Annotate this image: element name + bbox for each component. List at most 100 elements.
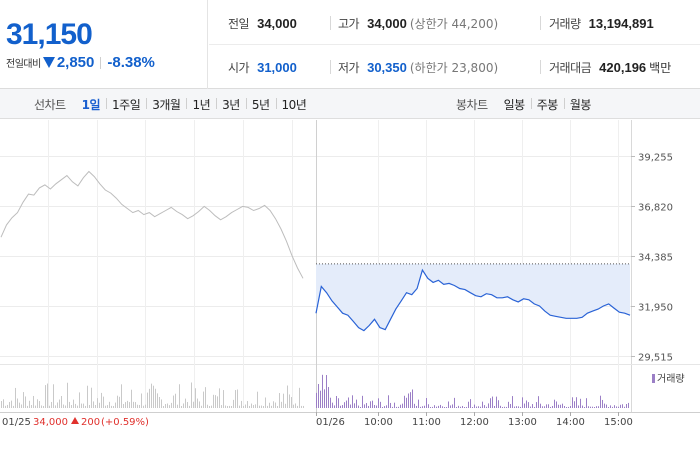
volume-bar: [257, 391, 258, 408]
volume-bar: [406, 397, 407, 408]
volume-bar: [352, 395, 353, 408]
x-tick-label: 10:00: [364, 417, 393, 428]
volume-bar: [510, 403, 511, 408]
candle-weekly[interactable]: 주봉: [530, 96, 564, 113]
volume-bar: [550, 406, 551, 408]
period-1year[interactable]: 1년: [186, 96, 216, 113]
volume-bar: [598, 406, 599, 408]
volume-bar: [57, 402, 58, 408]
y-tick-label: 29,515: [638, 353, 673, 364]
row-divider: [209, 44, 700, 45]
volume-bar: [362, 395, 363, 408]
volume-bar: [568, 406, 569, 408]
volume-bar: [15, 387, 16, 408]
volume-bar: [624, 406, 625, 408]
candle-daily[interactable]: 일봉: [503, 97, 526, 112]
period-1week[interactable]: 1주일: [106, 96, 146, 113]
volume-bar: [628, 402, 629, 408]
volume-bar: [320, 390, 321, 408]
period-5year[interactable]: 5년: [245, 96, 276, 113]
volume-bar: [99, 402, 100, 408]
volume-bar: [374, 404, 375, 408]
volume-bar: [444, 406, 445, 408]
divider: [330, 16, 331, 30]
low-label: 저가: [338, 61, 360, 75]
volume-bar: [107, 405, 108, 408]
today-price-line: [315, 268, 631, 332]
volume-bar: [428, 404, 429, 408]
volume-bar: [97, 398, 98, 408]
volume-bar: [63, 404, 64, 408]
volume-bar: [119, 396, 120, 408]
period-10year[interactable]: 10년: [275, 96, 313, 113]
volume-bar: [400, 404, 401, 408]
volume-bar: [448, 401, 449, 408]
volume-bar: [195, 388, 196, 408]
volume-bar: [610, 405, 611, 408]
volume-bar: [217, 396, 218, 408]
volume-bar: [542, 406, 543, 408]
period-3month[interactable]: 3개월: [146, 96, 186, 113]
prev-day-close: 34,000: [33, 417, 68, 428]
volume-bar: [233, 399, 234, 408]
period-1day[interactable]: 1일: [81, 97, 101, 112]
volume-bar: [622, 404, 623, 408]
volume-bar: [245, 404, 246, 408]
volume-bar: [380, 401, 381, 408]
volume-bar: [516, 406, 517, 408]
candle-chart-label: 봉차트: [456, 97, 488, 112]
volume-bar: [249, 405, 250, 408]
volume-bar: [512, 396, 513, 408]
volume-bar: [370, 401, 371, 408]
volume-bar: [179, 384, 180, 408]
volume-bar: [127, 400, 128, 408]
volume-bar: [580, 398, 581, 408]
volume-bar: [626, 404, 627, 408]
volume-bar: [39, 401, 40, 408]
volume-bar: [299, 387, 300, 408]
volume-bar: [81, 403, 82, 408]
volume-bar: [243, 405, 244, 408]
volume-bar: [382, 406, 383, 408]
volume-bar: [275, 402, 276, 408]
candle-monthly[interactable]: 월봉: [563, 96, 597, 113]
volume-bar: [322, 374, 323, 408]
volume-bar: [524, 403, 525, 408]
volume-bar: [285, 403, 286, 408]
volume-bar: [153, 385, 154, 408]
volume-bar: [430, 406, 431, 408]
volume-bar: [540, 403, 541, 408]
volume-bar: [502, 406, 503, 408]
up-triangle-icon: [71, 417, 79, 424]
change-row: 전일대비 2,850 -8.38%: [6, 54, 155, 71]
volume-bar: [558, 404, 559, 408]
volume-bar: [55, 405, 56, 408]
volume-bar: [426, 398, 427, 408]
volume-bar: [31, 405, 32, 408]
volume-bar: [175, 393, 176, 408]
volume-bar: [17, 398, 18, 408]
volume-bar: [594, 406, 595, 408]
volume-bar: [412, 389, 413, 408]
volume-bar: [65, 405, 66, 408]
period-3year[interactable]: 3년: [216, 96, 246, 113]
quote-panel: 31,150 전일대비 2,850 -8.38% 전일 34,000 고가 34…: [0, 0, 700, 89]
prev-day-change-pct: (+0.59%): [101, 417, 149, 428]
volume-bar: [548, 404, 549, 408]
volume-bar: [281, 401, 282, 408]
volume-bar: [328, 387, 329, 408]
volume-bar: [199, 401, 200, 408]
volume-bar: [440, 404, 441, 408]
change-label: 전일대비: [6, 59, 41, 70]
volume-bar: [454, 397, 455, 408]
price-chart[interactable]: 39,255 36,820 34,385 31,950 29,515 01/26 10:00…: [0, 120, 700, 450]
volume-bar: [486, 406, 487, 408]
volume-bar: [436, 406, 437, 408]
volume-bar: [67, 382, 68, 408]
volume-bar: [432, 406, 433, 408]
volume-bar: [297, 405, 298, 408]
x-tick-label: 11:00: [412, 417, 441, 428]
volume-bar: [326, 375, 327, 408]
prev-close-value: 34,000: [257, 16, 297, 31]
volume-bar: [474, 404, 475, 408]
